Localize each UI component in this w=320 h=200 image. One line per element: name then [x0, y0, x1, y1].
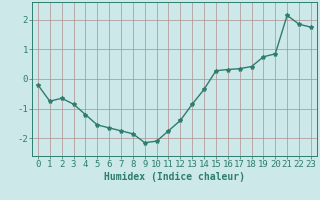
X-axis label: Humidex (Indice chaleur): Humidex (Indice chaleur)	[104, 172, 245, 182]
